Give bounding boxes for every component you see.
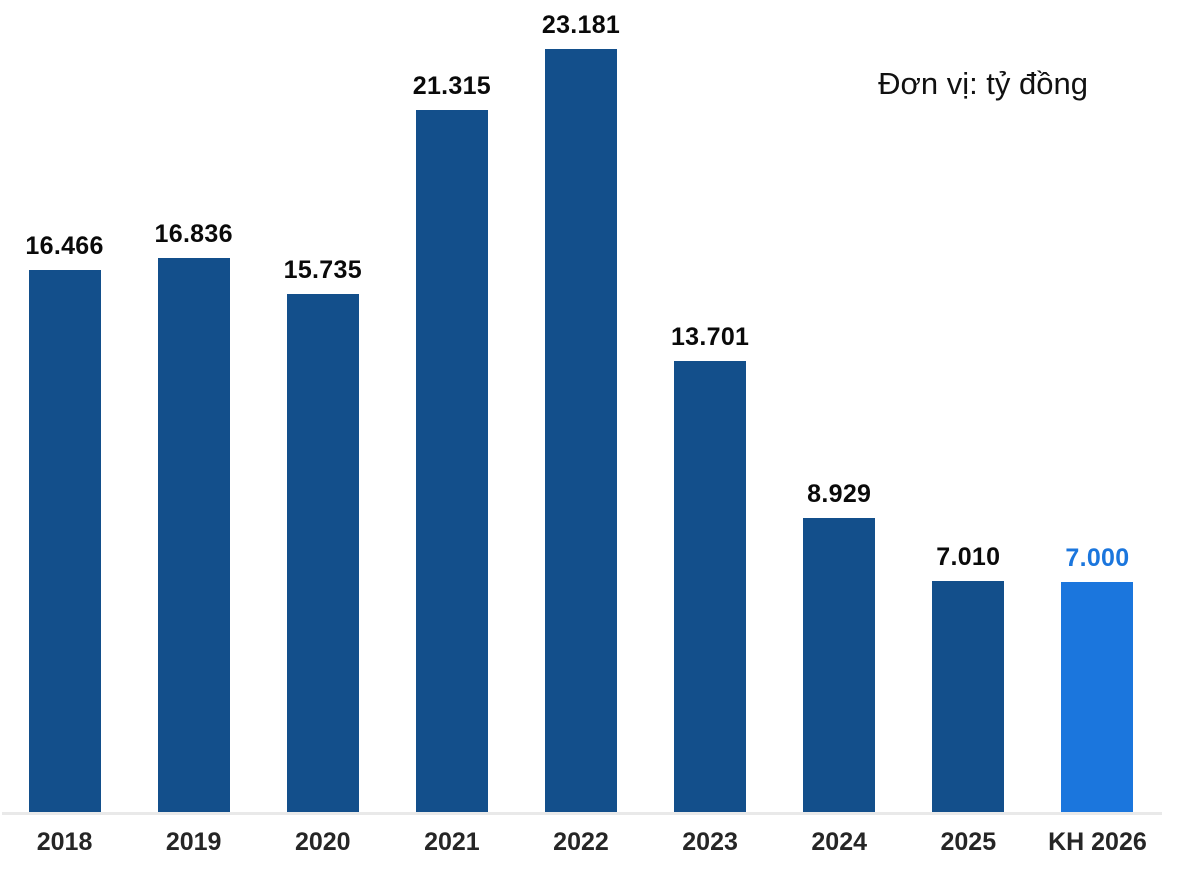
bar-value-label-2020: 15.735: [283, 256, 362, 284]
bar-2024: [803, 518, 876, 812]
x-tick-label-2020: 2020: [294, 828, 351, 856]
x-tick-label-2018: 2018: [36, 828, 93, 856]
bar-column-2018: 16.466 2018: [0, 0, 129, 856]
x-tick-label-2025: 2025: [940, 828, 997, 856]
bar-2018: [28, 270, 101, 812]
bar-value-label-2021: 21.315: [412, 72, 492, 100]
bar-value-label-2023: 13.701: [670, 323, 750, 351]
bar-column-2022: 23.181 2022: [516, 0, 645, 856]
bar-value-label-2018: 16.466: [25, 232, 104, 260]
bar-column-2024: 8.929 2024: [775, 0, 904, 856]
bar-value-label-2022: 23.181: [541, 11, 621, 39]
bar-2025: [932, 581, 1005, 812]
x-tick-label-2022: 2022: [553, 828, 609, 856]
bar-column-2025: 7.010 2025: [904, 0, 1033, 856]
bar-value-label-2025: 7.010: [936, 543, 1001, 571]
x-tick-label-2021: 2021: [424, 828, 480, 856]
bar-value-label-kh-2026: 7.000: [1065, 544, 1130, 572]
plot-area: 16.466 2018 16.836 2019 15.735 2020 21.315 2021…: [0, 0, 1162, 856]
x-tick-label-2024: 2024: [811, 828, 868, 856]
x-tick-label-2019: 2019: [165, 828, 222, 856]
bar-value-label-2019: 16.836: [154, 220, 233, 248]
bar-2023: [674, 361, 747, 812]
bar-column-2023: 13.701 2023: [646, 0, 775, 856]
bar-column-2020: 15.735 2020: [258, 0, 387, 856]
bar-value-label-2024: 8.929: [807, 480, 872, 508]
bar-column-2021: 21.315 2021: [387, 0, 516, 856]
x-tick-label-kh-2026: KH 2026: [1048, 828, 1147, 856]
bar-2020: [286, 294, 359, 812]
bar-2022: [544, 49, 617, 812]
unit-note: Đơn vị: tỷ đồng: [878, 66, 1088, 101]
bar-2019: [157, 258, 230, 812]
x-tick-label-2023: 2023: [682, 828, 738, 856]
bar-column-2019: 16.836 2019: [129, 0, 258, 856]
x-axis-line: [2, 812, 1162, 815]
bar-kh-2026: [1061, 582, 1134, 812]
bar-column-kh-2026: 7.000 KH 2026: [1033, 0, 1162, 856]
bar-2021: [415, 110, 488, 812]
